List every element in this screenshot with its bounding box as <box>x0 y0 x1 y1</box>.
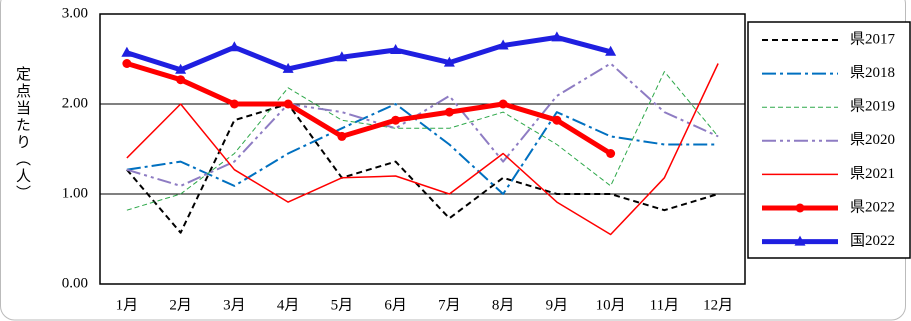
point <box>606 149 616 158</box>
series-line <box>126 103 719 195</box>
y-tick-label: 1.00 <box>62 185 88 201</box>
y-axis-label: 定点当たり（人） <box>14 66 31 202</box>
point <box>228 41 240 52</box>
x-tick-label: 2月 <box>169 297 192 313</box>
x-tick-label: 3月 <box>223 297 246 313</box>
legend-label: 国2022 <box>850 232 895 249</box>
legend-label: 県2017 <box>850 31 896 47</box>
point <box>497 39 509 50</box>
series-line <box>126 62 719 187</box>
x-tick-label: 9月 <box>546 297 569 313</box>
point <box>552 115 562 125</box>
legend-label: 県2021 <box>850 166 895 182</box>
x-tick-label: 11月 <box>650 297 679 313</box>
point <box>551 31 563 42</box>
series-line <box>126 103 719 234</box>
series-line <box>126 63 719 236</box>
point <box>336 51 348 62</box>
point <box>122 59 132 68</box>
series-line <box>126 61 612 156</box>
x-tick-label: 12月 <box>703 297 733 313</box>
legend-label: 県2020 <box>850 132 895 148</box>
x-tick-label: 10月 <box>596 297 626 313</box>
x-tick-label: 7月 <box>438 297 461 313</box>
point <box>175 63 187 74</box>
x-tick-label: 5月 <box>331 297 354 313</box>
point <box>282 62 294 73</box>
series-line <box>126 71 719 211</box>
point <box>444 107 454 117</box>
y-tick-label: 3.00 <box>62 5 88 21</box>
point <box>229 99 239 109</box>
series-line <box>126 34 612 73</box>
x-tick-label: 8月 <box>492 297 515 313</box>
point <box>176 75 186 85</box>
point <box>605 45 617 56</box>
y-tick-label: 2.00 <box>62 95 88 111</box>
point <box>795 203 805 213</box>
legend-label: 県2019 <box>850 99 895 115</box>
legend-label: 県2018 <box>850 65 895 81</box>
legend-label: 県2022 <box>850 199 895 215</box>
x-tick-label: 1月 <box>116 297 139 313</box>
point <box>794 235 806 246</box>
point <box>391 115 401 125</box>
point <box>443 56 455 67</box>
x-tick-label: 6月 <box>384 297 407 313</box>
point <box>498 99 508 109</box>
point <box>337 131 347 141</box>
point <box>390 44 402 54</box>
point <box>121 46 133 57</box>
point <box>283 99 293 109</box>
x-tick-label: 4月 <box>277 297 300 313</box>
y-tick-label: 0.00 <box>62 275 88 291</box>
